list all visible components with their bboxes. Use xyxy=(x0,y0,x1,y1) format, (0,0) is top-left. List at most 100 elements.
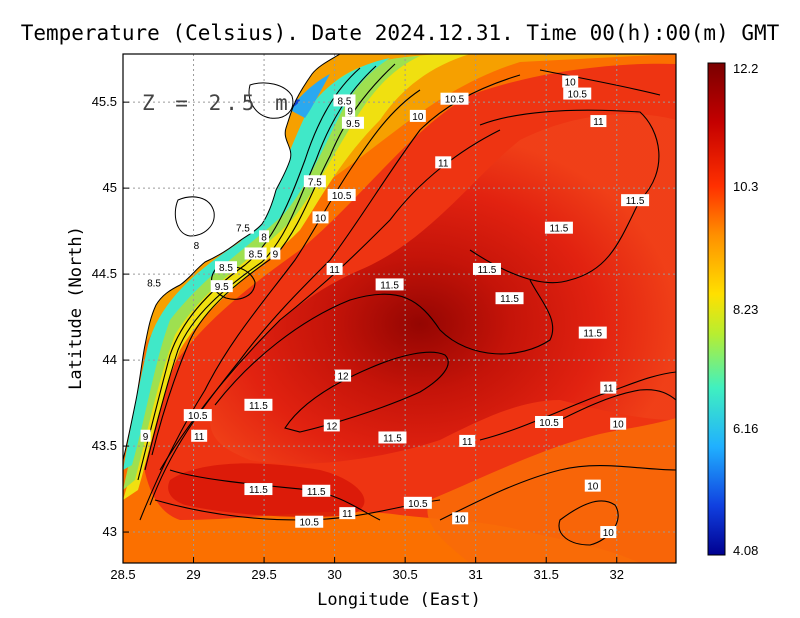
contour-label-text: 10 xyxy=(603,528,615,539)
contour-label-box xyxy=(544,221,573,234)
contour-label-box xyxy=(435,156,452,169)
isotherm-coastal-1 xyxy=(137,67,361,481)
contour-label-text: 8.5 xyxy=(147,279,161,290)
contour-label-box xyxy=(459,434,476,447)
colorbar: 12.2 10.3 8.23 6.16 4.08 xyxy=(707,61,758,558)
contour-label: 11.5 xyxy=(578,326,607,340)
contour-label: 8 xyxy=(259,230,270,243)
contour-label: 10 xyxy=(409,109,426,123)
contour-label-box xyxy=(495,292,524,305)
contour-label-box xyxy=(563,87,592,100)
sea-field-deep-red xyxy=(210,114,676,464)
contour-label: 11.5 xyxy=(621,194,650,207)
contour-label: 12 xyxy=(323,419,340,432)
contour-label-text: 9 xyxy=(143,432,149,443)
coastal-band-blue xyxy=(290,74,330,118)
contour-label-box xyxy=(191,429,208,442)
isotherm-11-northeast xyxy=(539,69,661,96)
contour-label-box xyxy=(312,211,329,224)
contour-label-box xyxy=(140,429,151,442)
contour-label-text: 9 xyxy=(273,249,279,260)
contour-label-box xyxy=(231,221,254,234)
isotherm-11-5-west xyxy=(214,279,554,406)
contour-label: 10.5 xyxy=(563,87,592,101)
contour-label-text: 10 xyxy=(315,213,327,224)
contour-label-box xyxy=(621,194,650,207)
x-axis-ticks: 28.5 29 29.5 30 30.5 31 31.5 32 xyxy=(110,557,624,582)
contour-label: 8 xyxy=(191,238,202,252)
contour-label-text: 11.5 xyxy=(383,433,402,444)
contour-label-text: 9.5 xyxy=(215,282,229,293)
y-tick-label: 43.5 xyxy=(92,438,117,453)
map-frame xyxy=(122,53,677,564)
contour-label-box xyxy=(590,115,607,128)
colorbar-label-2: 10.3 xyxy=(733,179,758,194)
contour-label: 11 xyxy=(600,381,617,395)
contour-label-text: 9 xyxy=(347,107,353,118)
contour-label-text: 10.5 xyxy=(332,191,352,202)
contour-label-text: 10.5 xyxy=(188,411,208,422)
contour-label-text: 10 xyxy=(455,514,467,525)
contour-label-box xyxy=(335,369,352,382)
contour-label-box xyxy=(210,280,233,293)
contour-label: 8.5 xyxy=(333,94,356,107)
contour-label: 11.5 xyxy=(472,262,501,276)
colorbar-label-max: 12.2 xyxy=(733,61,758,76)
contour-label-text: 10.5 xyxy=(539,418,559,429)
contour-label-box xyxy=(295,515,324,528)
contour-label-box xyxy=(535,415,564,428)
depth-label: Z = 2.5 m xyxy=(142,91,292,115)
contour-label: 11.5 xyxy=(375,278,404,291)
isotherm-10-southeast xyxy=(439,465,676,521)
contour-label-text: 11 xyxy=(438,158,449,169)
contour-label-box xyxy=(562,75,579,88)
isotherm-10-east xyxy=(549,389,676,426)
contour-label: 10.5 xyxy=(183,409,212,422)
contour-label: 9 xyxy=(270,247,281,260)
y-axis-ticks: 43 43.5 44 44.5 45 45.5 xyxy=(92,94,129,539)
contour-label-box xyxy=(270,247,281,260)
y-tick-label: 45.5 xyxy=(92,94,117,109)
contour-label-text: 10.5 xyxy=(299,518,319,529)
isotherm-coastal-2 xyxy=(144,65,377,471)
isotherm-11-east xyxy=(479,371,676,441)
contour-label-box xyxy=(303,175,326,188)
contour-label-text: 9.5 xyxy=(346,119,360,130)
contour-label-text: 11 xyxy=(194,432,205,443)
contour-label: 11 xyxy=(326,262,343,276)
y-tick-label: 45 xyxy=(103,180,117,195)
contour-label: 10 xyxy=(312,211,329,224)
x-tick-label: 29 xyxy=(186,567,200,582)
contour-label: 10.5 xyxy=(403,496,432,510)
contour-label-text: 10 xyxy=(613,420,625,431)
contour-label-box xyxy=(578,326,607,339)
y-axis-label: Latitude (North) xyxy=(66,226,86,390)
contour-label-box xyxy=(341,116,364,129)
contour-label-box xyxy=(323,419,340,432)
land-mass xyxy=(123,54,341,461)
colorbar-label-min: 4.08 xyxy=(733,543,758,558)
contour-label: 12 xyxy=(335,369,352,383)
y-tick-label: 44 xyxy=(103,352,117,367)
contour-label: 10 xyxy=(452,512,469,525)
contour-label-text: 11.5 xyxy=(550,224,569,235)
contour-label-box xyxy=(472,262,501,275)
contour-label: 8.5 xyxy=(214,261,237,274)
contour-label-text: 11 xyxy=(593,117,604,128)
contour-label-text: 8 xyxy=(261,232,267,243)
contour-label: 11.5 xyxy=(544,221,573,235)
contour-label-text: 12 xyxy=(326,421,338,432)
contour-label: 10 xyxy=(610,417,627,431)
contour-label-box xyxy=(244,247,267,260)
map-title: Temperature (Celsius). Date 2024.12.31. … xyxy=(21,21,780,45)
contour-label-box xyxy=(244,483,273,496)
contour-label-box xyxy=(333,94,356,107)
contour-label: 10.5 xyxy=(327,189,356,202)
contour-label: 11 xyxy=(459,434,476,448)
contour-label-text: 8.5 xyxy=(249,249,263,260)
contour-label: 11 xyxy=(339,507,356,520)
x-tick-label: 30.5 xyxy=(392,567,417,582)
contour-label-text: 10.5 xyxy=(408,499,428,510)
contour-label-box xyxy=(183,409,212,422)
